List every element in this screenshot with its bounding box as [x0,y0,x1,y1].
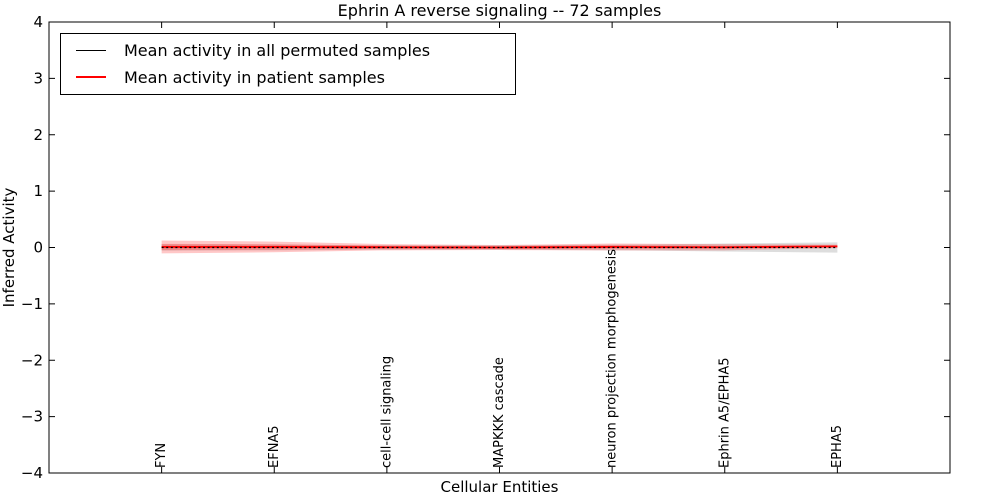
legend-entry-permuted: Mean activity in all permuted samples [76,41,515,60]
legend-label-permuted: Mean activity in all permuted samples [124,41,431,61]
legend-line-permuted-icon [76,50,106,52]
x-axis-label: Cellular Entities [441,478,559,496]
x-category-label: EFNA5 [267,425,282,468]
y-tick-label: 1 [33,182,43,200]
y-tick-label: −1 [21,295,43,313]
y-tick-label: 3 [33,69,43,87]
y-tick-label: −2 [21,351,43,369]
y-tick-label: 4 [33,13,43,31]
x-category-label: MAPKKK cascade [492,357,507,468]
legend: Mean activity in all permuted samples Me… [60,33,516,95]
chart-title: Ephrin A reverse signaling -- 72 samples [338,1,662,20]
y-tick-label: −4 [21,464,43,482]
x-category-label: neuron projection morphogenesis [605,249,620,468]
x-category-label: Ephrin A5/EPHA5 [717,357,732,468]
y-axis-label: Inferred Activity [0,187,18,307]
legend-label-patient: Mean activity in patient samples [124,67,385,87]
x-category-label: EPHA5 [830,425,845,468]
y-tick-label: 2 [33,126,43,144]
y-tick-label: −3 [21,408,43,426]
x-category-label: FYN [154,443,169,468]
legend-entry-patient: Mean activity in patient samples [76,68,515,87]
y-tick-label: 0 [33,239,43,257]
x-category-label: cell-cell signaling [379,356,394,468]
legend-line-patient-icon [76,76,106,79]
